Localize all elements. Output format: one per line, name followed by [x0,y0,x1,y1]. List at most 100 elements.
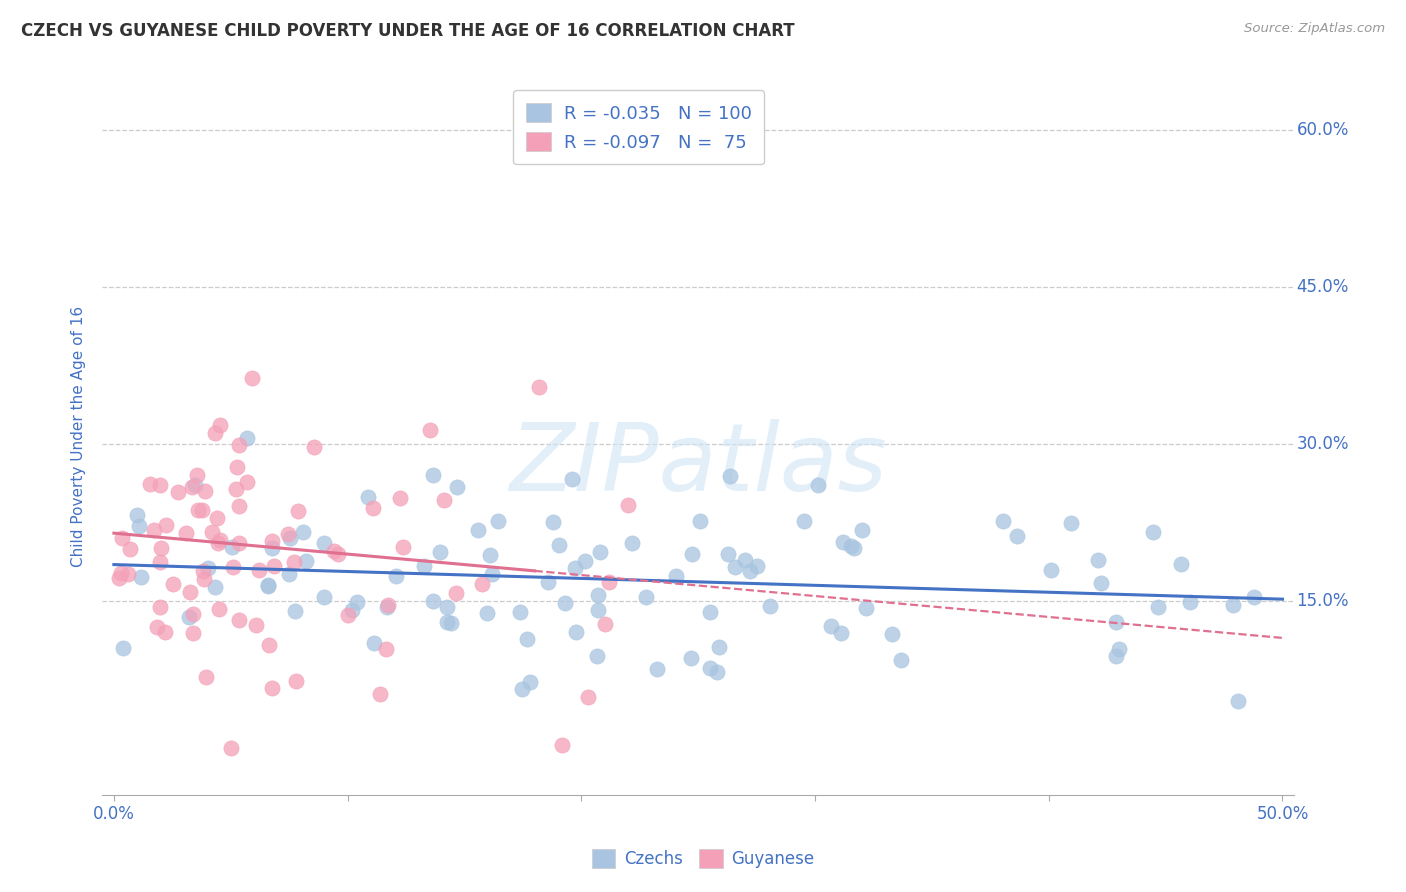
Point [717,547,740,561]
Point [890,652,912,666]
Point [446,480,468,494]
Point [422,468,444,483]
Legend: Czechs, Guyanese: Czechs, Guyanese [585,843,821,875]
Point [375,599,398,614]
Point [245,618,267,632]
Point [193,565,215,579]
Point [740,565,762,579]
Point [191,503,214,517]
Point [1040,563,1063,577]
Point [509,605,531,619]
Point [880,627,903,641]
Point [111,640,134,655]
Point [1060,516,1083,531]
Point [564,560,586,574]
Point [832,535,855,549]
Point [561,472,583,486]
Point [236,431,259,445]
Point [586,589,609,603]
Point [228,438,250,452]
Point [516,632,538,646]
Point [128,519,150,533]
Point [851,523,873,537]
Point [278,531,301,545]
Text: 15.0%: 15.0% [1296,592,1348,610]
Point [724,559,747,574]
Point [284,604,307,618]
Point [616,498,638,512]
Point [174,526,197,541]
Text: Source: ZipAtlas.com: Source: ZipAtlas.com [1244,22,1385,36]
Point [177,609,200,624]
Point [1005,529,1028,543]
Point [537,574,560,589]
Point [204,580,226,594]
Point [842,541,865,556]
Point [208,418,231,433]
Point [287,503,309,517]
Point [574,554,596,568]
Point [235,475,257,489]
Point [187,503,209,517]
Point [467,524,489,538]
Point [263,559,285,574]
Point [125,508,148,523]
Point [262,541,284,555]
Point [181,607,204,622]
Point [111,531,134,545]
Point [201,524,224,539]
Point [193,572,215,586]
Point [149,477,172,491]
Point [181,625,204,640]
Point [162,577,184,591]
Point [707,640,730,654]
Point [718,468,741,483]
Point [375,642,398,657]
Point [477,606,499,620]
Point [257,578,280,592]
Text: ZIPatlas: ZIPatlas [509,419,887,510]
Point [361,501,384,516]
Point [554,596,576,610]
Point [277,527,299,541]
Point [565,624,588,639]
Point [259,638,281,652]
Point [422,594,444,608]
Point [993,514,1015,528]
Point [225,482,247,496]
Point [1226,694,1249,708]
Point [143,523,166,537]
Point [260,681,283,696]
Point [204,426,226,441]
Point [110,566,132,581]
Point [314,536,336,550]
Point [1243,591,1265,605]
Point [149,555,172,569]
Point [207,536,229,550]
Point [820,619,842,633]
Point [1108,641,1130,656]
Point [598,575,620,590]
Point [336,608,359,623]
Point [295,554,318,568]
Point [219,740,242,755]
Point [155,518,177,533]
Point [208,533,231,548]
Point [181,479,204,493]
Point [260,534,283,549]
Point [384,569,406,583]
Point [551,738,574,752]
Point [221,540,243,554]
Point [1105,615,1128,629]
Point [117,566,139,581]
Point [228,536,250,550]
Text: CZECH VS GUYANESE CHILD POVERTY UNDER THE AGE OF 16 CORRELATION CHART: CZECH VS GUYANESE CHILD POVERTY UNDER TH… [21,22,794,40]
Point [149,599,172,614]
Point [479,548,502,562]
Point [1105,648,1128,663]
Point [146,620,169,634]
Point [346,595,368,609]
Point [419,423,441,437]
Point [681,547,703,561]
Point [679,651,702,665]
